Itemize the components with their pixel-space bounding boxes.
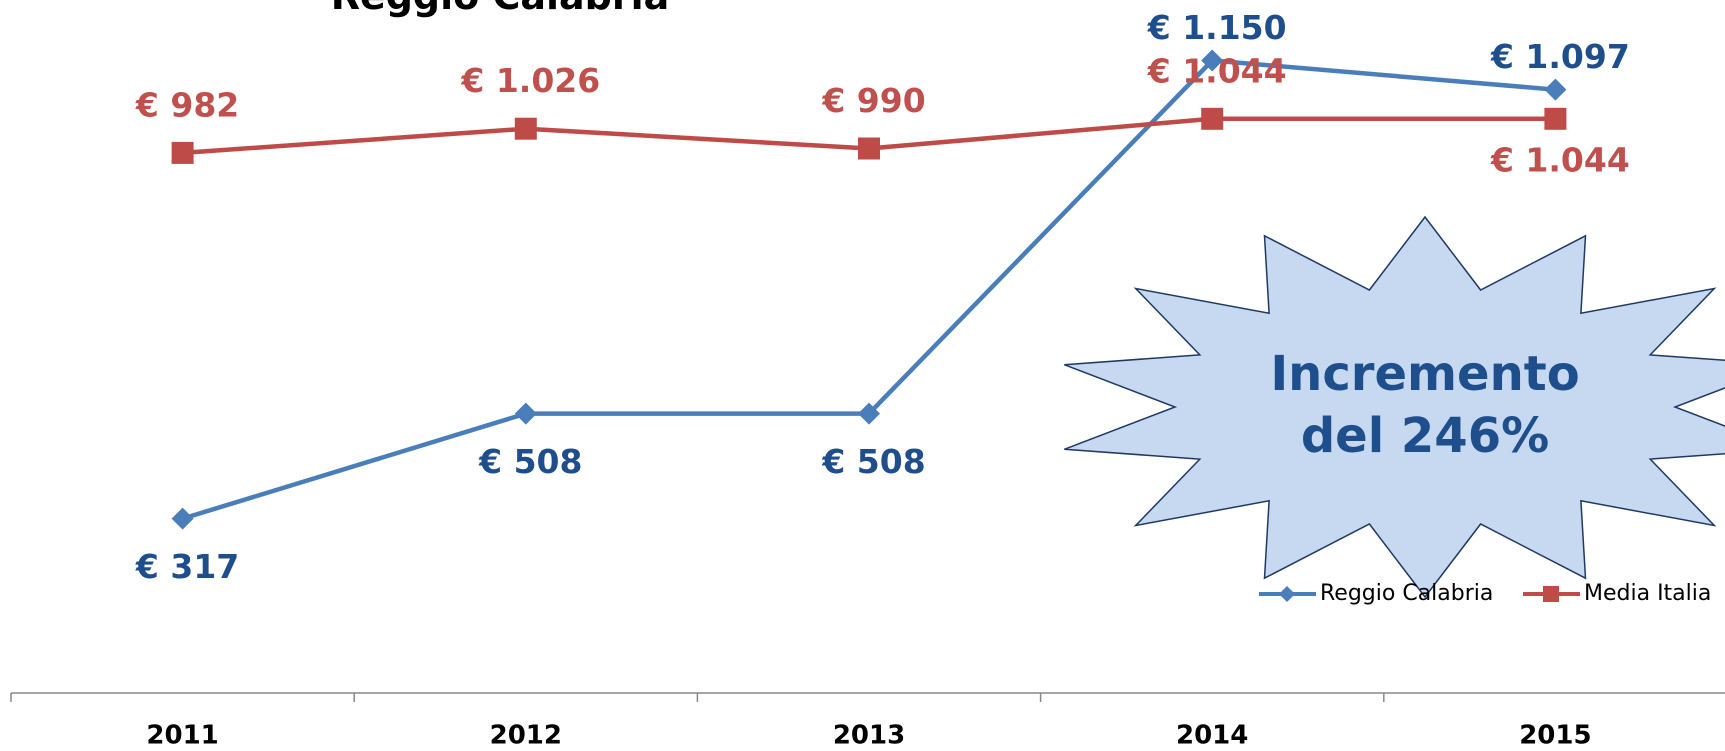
marker — [858, 402, 880, 425]
legend-marker — [1543, 586, 1559, 602]
chart-title: Reggio Calabria — [331, 0, 670, 18]
x-tick-label: 2011 — [146, 721, 218, 751]
data-label: € 990 — [821, 81, 925, 120]
data-label: € 1.097 — [1490, 37, 1630, 76]
marker — [171, 507, 194, 530]
marker — [514, 117, 537, 140]
legend-label: Reggio Calabria — [1320, 581, 1493, 606]
legend-marker — [1279, 586, 1295, 602]
marker — [858, 137, 880, 160]
marker — [1201, 49, 1224, 72]
data-label: € 1.026 — [460, 61, 600, 100]
legend-label: Media Italia — [1584, 581, 1711, 606]
data-label: € 982 — [135, 85, 239, 124]
starburst — [1064, 215, 1725, 599]
data-label: € 508 — [478, 442, 582, 481]
marker — [514, 402, 537, 425]
marker — [1201, 107, 1224, 130]
data-label: € 508 — [821, 442, 925, 481]
x-tick-label: 2013 — [833, 721, 905, 751]
annotation-text: Incremento — [1270, 346, 1579, 402]
marker — [1544, 78, 1567, 101]
x-tick-label: 2014 — [1176, 721, 1248, 751]
data-label: € 317 — [135, 547, 239, 586]
x-tick-label: 2012 — [490, 721, 562, 751]
annotation-text: del 246% — [1301, 408, 1549, 464]
data-label: € 1.044 — [1490, 140, 1630, 179]
data-label: € 1.044 — [1147, 51, 1287, 90]
marker — [1544, 107, 1567, 130]
marker — [171, 141, 194, 164]
data-label: € 1.150 — [1147, 8, 1287, 47]
x-tick-label: 2015 — [1519, 721, 1591, 751]
